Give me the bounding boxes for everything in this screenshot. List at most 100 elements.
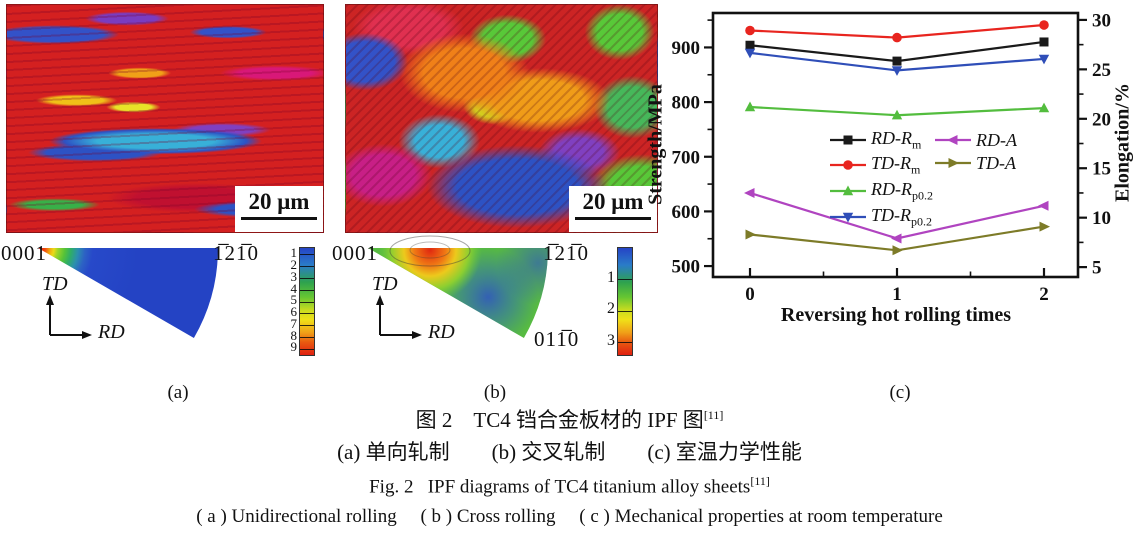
series-TD-Rp0.2: [744, 48, 1050, 76]
color-scale-tick: [300, 325, 314, 327]
ipf-wedge-b: [368, 235, 548, 339]
color-scale-value: 2: [290, 257, 298, 273]
td-arrowhead: [46, 295, 54, 305]
td-rd-axes-arrows: [379, 303, 414, 336]
color-scale-value: 5: [290, 292, 298, 308]
color-scale-gradient: [299, 247, 315, 356]
color-scale-value: 3: [290, 268, 298, 284]
y-left-tick-label: 800: [672, 93, 701, 114]
y-right-tick-label: 30: [1092, 10, 1111, 31]
marker-triangle-left: [744, 187, 755, 198]
caption-chinese-sub: (a) 单向轧制 (b) 交叉轧制 (c) 室温力学性能: [337, 440, 802, 464]
legend-item: TD-A: [933, 153, 1016, 173]
series-RD-Rp0.2: [744, 101, 1050, 120]
color-scale-tick: [300, 289, 314, 291]
legend-marker: [935, 158, 971, 168]
legend-label: RD-A: [976, 129, 1017, 150]
marker-square: [745, 40, 755, 50]
series-RD-A: [744, 187, 1049, 244]
y-right-tick-label: 15: [1092, 159, 1111, 180]
marker-triangle-down: [1038, 54, 1050, 65]
marker-triangle-down: [744, 48, 756, 59]
mechanical-properties-chart: 500 600 700 800 900 5 10 15 20 25 30 0 1 2: [672, 10, 1112, 305]
color-scale-value: 6: [290, 304, 298, 320]
y-left-tick-label: 900: [672, 38, 701, 59]
color-scale-value: 1: [290, 245, 298, 261]
td-axis-label: TD: [372, 273, 398, 295]
marker-triangle-left: [947, 135, 958, 145]
marker-square: [843, 135, 853, 145]
legend-label: RD-Rp0.2: [871, 178, 933, 203]
miller-index-0110: 011̅0: [534, 327, 580, 351]
rd-axis-label: RD: [428, 321, 455, 343]
color-scale-gradient: [617, 247, 633, 356]
x-tick-label: 1: [892, 284, 902, 305]
legend-label: TD-Rp0.2: [871, 204, 932, 229]
scale-bar-label: 20 μm: [582, 189, 644, 214]
ipf-wedge-a: [38, 248, 218, 339]
texture-contour-inner: [409, 241, 451, 259]
y-right-tick-label: 20: [1092, 109, 1111, 130]
caption-english-title: Fig. 2 IPF diagrams of TC4 titanium allo…: [369, 474, 770, 498]
legend-label: TD-A: [976, 152, 1016, 173]
marker-triangle-down: [842, 212, 854, 223]
series-RD-Rm: [745, 37, 1049, 66]
marker-triangle-down: [891, 66, 903, 76]
rd-arrowhead: [82, 331, 92, 339]
series-TD-A: [745, 221, 1050, 256]
marker-circle: [1039, 20, 1049, 30]
caption-english-sub: ( a ) Unidirectional rolling ( b ) Cross…: [196, 506, 943, 527]
color-scale-value: 8: [290, 327, 298, 343]
td-arrowhead: [376, 295, 384, 305]
marker-circle: [892, 32, 902, 43]
series-TD-Rm: [745, 20, 1049, 43]
color-scale-tick: [300, 277, 314, 279]
scale-bar-line: [241, 217, 317, 220]
marker-triangle-right: [948, 158, 959, 168]
color-scale-tick: [300, 313, 314, 315]
miller-index-1210: 1̅21̅0: [213, 241, 259, 265]
inverse-pole-figure-b: 0001 1̅21̅0 011̅0 TD RD 1 2 3: [330, 235, 660, 365]
legend-marker: [830, 185, 866, 196]
color-scale-value: 2: [607, 300, 615, 318]
legend-marker: [830, 135, 866, 145]
color-scale-tick: [618, 310, 632, 312]
citation-ref: [11]: [750, 474, 770, 488]
y-right-tick-label: 25: [1092, 60, 1111, 81]
panel-label-a: (a): [167, 382, 189, 403]
marker-triangle-right: [1039, 221, 1050, 232]
marker-triangle-up: [891, 109, 903, 120]
legend-item: TD-Rm: [828, 153, 920, 176]
legend-label: RD-Rm: [871, 127, 922, 152]
color-scale-tick: [618, 279, 632, 281]
legend-item: RD-A: [933, 130, 1017, 150]
td-rd-axes-arrows: [49, 303, 84, 336]
legend-item: TD-Rp0.2: [828, 204, 932, 229]
color-scale-value: 3: [607, 331, 615, 349]
color-scale-tick: [300, 254, 314, 256]
marker-triangle-up: [744, 101, 756, 112]
caption-chinese-title: 图 2 TC4 铛合金板材的 IPF 图[11]: [415, 408, 724, 432]
color-scale-b: 1 2 3: [607, 247, 633, 356]
y-right-tick-label: 10: [1092, 208, 1111, 229]
rd-arrowhead: [412, 331, 422, 339]
miller-index-0001: 0001: [1, 241, 47, 265]
rd-axis-label: RD: [98, 321, 125, 343]
marker-circle: [745, 25, 755, 36]
micrograph-cross-rolling: 20 μm: [345, 4, 658, 233]
marker-triangle-left: [891, 233, 902, 244]
y-left-tick-label: 500: [672, 257, 701, 278]
color-scale-tick: [300, 348, 314, 350]
y-axis-label-strength: Strength/MPa: [644, 84, 667, 205]
marker-square: [892, 56, 902, 66]
scale-bar-box-b: 20 μm: [569, 186, 657, 232]
y-left-tick-label: 700: [672, 147, 701, 168]
legend-item: RD-Rp0.2: [828, 178, 933, 203]
color-scale-value: 4: [290, 280, 298, 296]
x-tick-label: 0: [745, 284, 755, 305]
color-scale-tick: [300, 301, 314, 303]
color-scale-tick: [300, 266, 314, 268]
micrograph-unidirectional-rolling: 20 μm: [6, 4, 324, 233]
citation-ref: [11]: [703, 408, 724, 422]
